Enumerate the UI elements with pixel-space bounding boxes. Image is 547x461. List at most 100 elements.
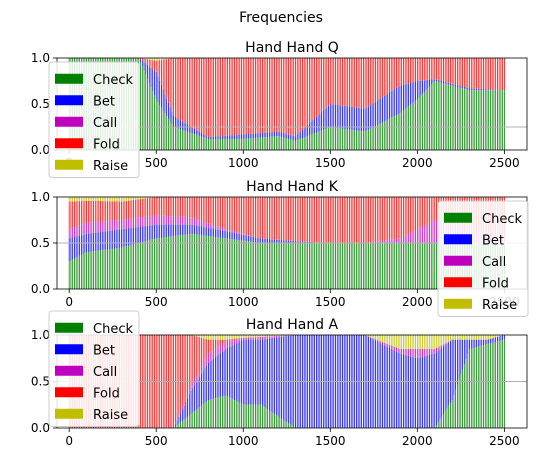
bar-segment-check xyxy=(270,411,272,428)
bar-segment-raise xyxy=(237,335,239,339)
bar-segment-bet xyxy=(368,106,369,130)
bar-segment-raise xyxy=(406,335,408,349)
bar-segment-fold xyxy=(82,200,84,225)
bar-segment-bet xyxy=(216,136,218,139)
bar-segment-check xyxy=(215,398,216,428)
bar-segment-check xyxy=(98,250,100,289)
bar-segment-call xyxy=(68,229,70,239)
bar-segment-raise xyxy=(228,335,230,340)
bar-segment-check xyxy=(444,83,446,150)
bar-segment-fold xyxy=(420,58,422,81)
bar-segment-fold xyxy=(286,58,288,134)
bar-segment-call xyxy=(267,336,269,339)
bar-segment-bet xyxy=(216,355,218,398)
bar-segment-check xyxy=(443,83,444,150)
bar-segment-fold xyxy=(202,58,204,134)
bar-segment-bet xyxy=(221,351,223,397)
bar-segment-fold xyxy=(230,58,232,136)
bar-segment-bet xyxy=(396,87,397,116)
bar-segment-raise xyxy=(147,58,148,60)
bar-segment-bet xyxy=(148,66,150,83)
bar-segment-check xyxy=(362,131,364,150)
bar-segment-bet xyxy=(338,105,340,129)
bar-segment-bet xyxy=(383,95,385,122)
bar-segment-fold xyxy=(248,58,249,134)
bar-segment-raise xyxy=(122,197,124,202)
bar-segment-call xyxy=(432,348,434,355)
bar-segment-call xyxy=(127,219,129,229)
bar-segment-fold xyxy=(87,200,89,223)
bar-segment-fold xyxy=(147,198,148,217)
bar-segment-fold xyxy=(117,201,119,221)
bar-segment-check xyxy=(197,234,199,289)
bar-segment-fold xyxy=(215,339,216,349)
bar-segment-call xyxy=(369,337,371,338)
bar-segment-fold xyxy=(345,58,347,107)
bar-segment-check xyxy=(329,243,331,289)
bar-segment-bet xyxy=(404,355,406,428)
legend-label-call: Call xyxy=(93,365,117,380)
bar-segment-fold xyxy=(206,197,208,223)
bar-segment-call xyxy=(159,215,161,225)
bar-segment-bet xyxy=(154,224,155,239)
bar-segment-check xyxy=(314,133,316,150)
bar-segment-bet xyxy=(369,105,371,129)
bar-segment-bet xyxy=(256,237,258,243)
bar-segment-bet xyxy=(502,335,504,341)
bar-segment-bet xyxy=(199,226,201,235)
bar-segment-fold xyxy=(107,201,108,222)
bar-segment-raise xyxy=(376,335,378,340)
bar-segment-check xyxy=(446,408,448,428)
bar-segment-call xyxy=(136,217,138,228)
bar-segment-bet xyxy=(371,104,373,128)
bar-segment-bet xyxy=(101,231,103,251)
bar-segment-check xyxy=(500,90,502,150)
bar-segment-check xyxy=(211,138,213,150)
bar-segment-raise xyxy=(443,335,444,345)
bar-segment-call xyxy=(437,347,439,351)
bar-segment-bet xyxy=(194,385,195,412)
bar-segment-fold xyxy=(133,199,134,219)
bar-segment-fold xyxy=(317,197,319,243)
bar-segment-fold xyxy=(401,197,403,238)
bar-segment-fold xyxy=(239,58,241,135)
bar-segment-fold xyxy=(216,58,218,137)
bar-segment-call xyxy=(411,231,413,243)
bar-segment-fold xyxy=(131,200,133,219)
bar-segment-fold xyxy=(168,197,169,217)
bar-segment-raise xyxy=(215,335,216,340)
bar-segment-check xyxy=(169,121,171,150)
x-tick-label: 2000 xyxy=(402,156,433,170)
bar-segment-check xyxy=(415,100,416,150)
bar-segment-bet xyxy=(450,341,451,403)
bar-segment-check xyxy=(262,405,263,428)
bar-segment-raise xyxy=(138,197,140,200)
bar-segment-bet xyxy=(307,241,309,243)
bar-segment-check xyxy=(197,408,199,428)
bar-segment-call xyxy=(192,217,194,225)
bar-segment-fold xyxy=(251,197,253,237)
bar-segment-bet xyxy=(397,86,399,115)
bar-segment-fold xyxy=(366,58,368,108)
bar-segment-fold xyxy=(432,58,434,80)
bar-segment-check xyxy=(382,122,383,150)
bar-segment-bet xyxy=(427,355,429,428)
bar-segment-check xyxy=(293,140,295,150)
bar-segment-call xyxy=(420,348,422,358)
bar-segment-fold xyxy=(232,338,234,341)
bar-segment-fold xyxy=(277,58,279,132)
bar-segment-check xyxy=(162,110,164,150)
bar-segment-check xyxy=(227,238,228,289)
bar-segment-bet xyxy=(347,106,349,130)
bar-segment-raise xyxy=(369,335,371,338)
bar-segment-check xyxy=(415,243,416,289)
legend-box xyxy=(437,200,529,317)
bar-segment-check xyxy=(249,404,251,428)
bar-segment-fold xyxy=(382,58,383,98)
bar-segment-check xyxy=(361,243,363,289)
bar-segment-bet xyxy=(242,234,244,241)
bar-segment-raise xyxy=(404,335,406,349)
bar-segment-check xyxy=(75,257,77,289)
bar-segment-fold xyxy=(396,58,397,88)
bar-segment-check xyxy=(143,241,145,289)
